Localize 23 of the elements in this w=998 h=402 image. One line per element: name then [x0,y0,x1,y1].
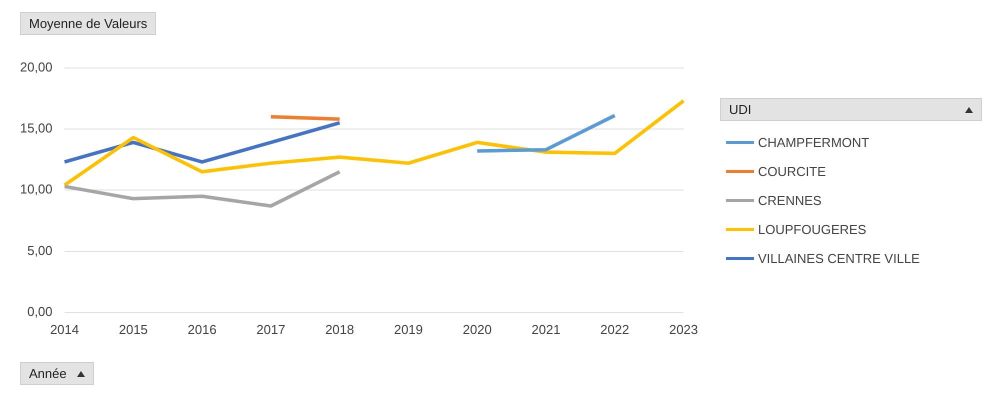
x-tick-label: 2021 [532,322,560,337]
y-tick-label: 10,00 [20,182,53,197]
x-tick-label: 2015 [118,322,148,337]
legend-label: VILLAINES CENTRE VILLE [758,251,920,266]
x-tick-label: 2017 [256,322,286,337]
x-tick-label: 2022 [600,322,630,337]
x-tick-label: 2014 [50,322,79,337]
x-tick-label: 2020 [462,322,492,337]
y-tick-label: 5,00 [27,242,53,258]
y-tick-label: 20,00 [20,59,53,74]
x-tick-label: 2016 [188,322,217,337]
legend-label: COURCITE [758,164,826,179]
y-tick-label: 0,00 [27,304,53,319]
legend-title: UDI [729,102,752,117]
legend-label: CHAMPFERMONT [758,135,870,150]
x-tick-label: 2023 [669,322,698,337]
legend-label: LOUPFOUGERES [758,222,866,237]
x-axis-title: Année [29,366,67,381]
x-tick-label: 2018 [325,322,354,337]
y-axis-title: Moyenne de Valeurs [29,16,148,31]
legend-label: CRENNES [758,193,822,208]
x-tick-label: 2019 [394,322,423,337]
y-tick-label: 15,00 [20,120,53,136]
